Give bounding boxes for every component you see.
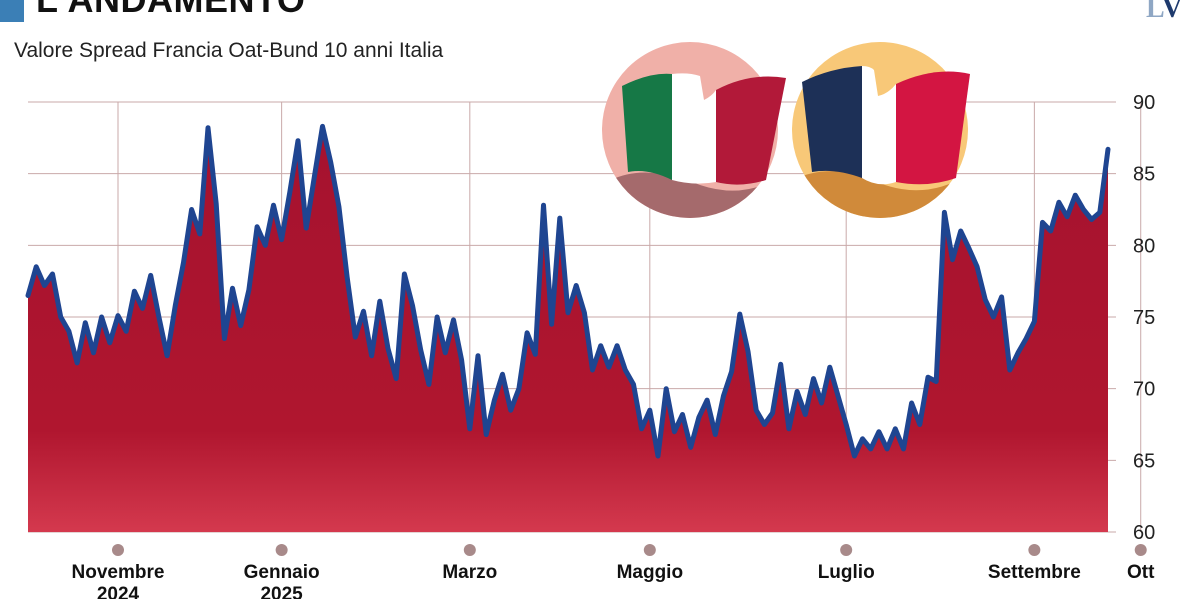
publisher-logo: LV <box>1146 0 1183 24</box>
y-tick-label: 85 <box>1133 164 1155 186</box>
x-tick-label: Ott <box>1127 562 1155 583</box>
chart-subtitle: Valore Spread Francia Oat-Bund 10 anni I… <box>14 39 444 62</box>
x-tick-label: Luglio <box>818 562 875 583</box>
area-fill <box>28 126 1108 533</box>
y-tick-label: 65 <box>1133 450 1155 472</box>
x-tick-marker <box>1134 544 1147 556</box>
x-tick-marker <box>463 544 476 556</box>
x-tick-marker <box>112 544 124 556</box>
x-tick-marker <box>643 544 656 556</box>
italy-flag-icon <box>602 42 786 218</box>
x-tick-year: 2024 <box>97 584 140 599</box>
x-tick-marker <box>275 544 288 556</box>
header-accent-bar <box>0 0 24 22</box>
x-tick-label: Novembre <box>72 562 165 583</box>
y-tick-label: 75 <box>1133 307 1155 329</box>
x-tick-marker <box>840 544 853 556</box>
x-tick-year: 2025 <box>260 584 303 599</box>
x-tick-label: Gennaio <box>244 562 320 583</box>
page-title: L'ANDAMENTO <box>36 0 305 20</box>
x-tick-label: Settembre <box>988 562 1081 583</box>
france-flag-icon <box>792 42 970 218</box>
series-line <box>25 123 1111 459</box>
y-tick-label: 80 <box>1133 235 1155 257</box>
x-tick-label: Maggio <box>617 562 684 583</box>
y-axis: 60 65 70 75 80 85 90 <box>1133 92 1155 544</box>
x-tick-label: Marzo <box>442 562 497 583</box>
x-tick-marker <box>1028 544 1041 556</box>
y-tick-label: 90 <box>1133 92 1155 114</box>
y-tick-label: 70 <box>1133 379 1155 401</box>
y-tick-label: 60 <box>1133 522 1155 544</box>
